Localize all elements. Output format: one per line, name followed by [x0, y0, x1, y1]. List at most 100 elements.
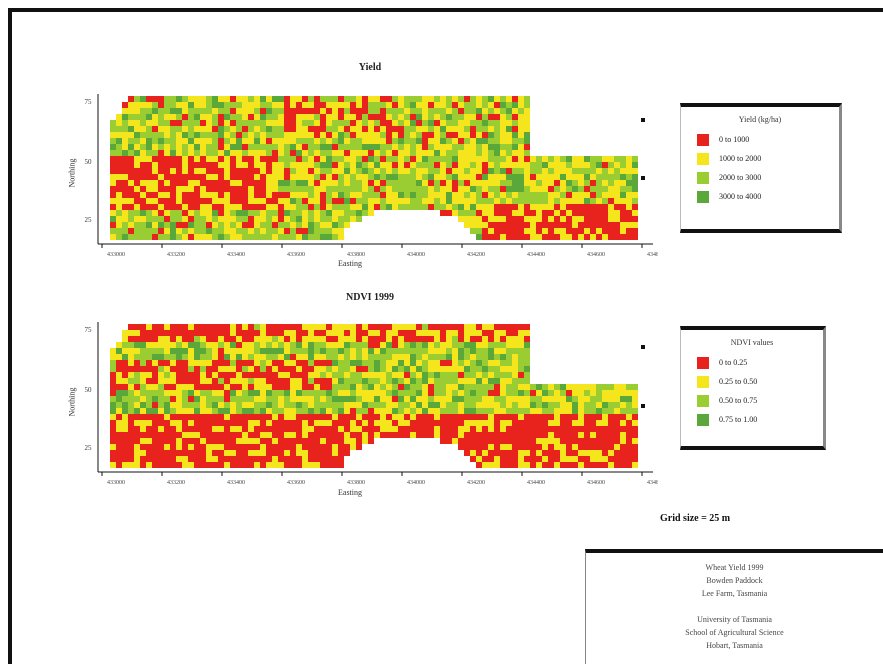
map-cell [164, 366, 170, 372]
map-cell [584, 204, 590, 210]
y-tick-label: 25 [85, 216, 93, 224]
map-cell [224, 444, 230, 450]
map-cell [410, 114, 416, 120]
map-cell [464, 222, 470, 228]
map-cell [446, 438, 452, 444]
map-cell [524, 450, 530, 456]
map-cell [128, 384, 134, 390]
map-cell [560, 432, 566, 438]
map-cell [170, 174, 176, 180]
map-cell [302, 330, 308, 336]
map-cell [398, 156, 404, 162]
map-cell [200, 462, 206, 468]
map-cell [566, 174, 572, 180]
map-cell [506, 324, 512, 330]
map-cell [308, 108, 314, 114]
map-cell [362, 414, 368, 420]
map-cell [188, 174, 194, 180]
map-cell [188, 420, 194, 426]
map-cell [164, 102, 170, 108]
map-cell [422, 162, 428, 168]
map-cell [524, 360, 530, 366]
map-cell [188, 354, 194, 360]
map-cell [470, 168, 476, 174]
map-cell [320, 174, 326, 180]
map-cell [536, 180, 542, 186]
map-cell [536, 396, 542, 402]
map-cell [230, 426, 236, 432]
map-cell [122, 156, 128, 162]
map-cell [476, 132, 482, 138]
map-cell [284, 234, 290, 240]
map-cell [584, 444, 590, 450]
map-cell [182, 222, 188, 228]
map-cell [422, 156, 428, 162]
map-cell [344, 108, 350, 114]
map-cell [326, 102, 332, 108]
map-cell [578, 402, 584, 408]
map-cell [536, 462, 542, 468]
map-cell [272, 186, 278, 192]
map-cell [506, 348, 512, 354]
map-cell [524, 144, 530, 150]
map-cell [554, 216, 560, 222]
map-cell [170, 162, 176, 168]
map-cell [494, 456, 500, 462]
map-cell [332, 372, 338, 378]
map-cell [290, 228, 296, 234]
map-cell [248, 408, 254, 414]
map-cell [572, 384, 578, 390]
map-cell [338, 150, 344, 156]
map-cell [470, 408, 476, 414]
map-cell [536, 408, 542, 414]
map-cell [206, 180, 212, 186]
map-cell [206, 354, 212, 360]
map-cell [524, 180, 530, 186]
map-cell [158, 186, 164, 192]
map-cell [212, 138, 218, 144]
map-cell [428, 156, 434, 162]
map-cell [350, 168, 356, 174]
map-cell [338, 108, 344, 114]
map-cell [362, 204, 368, 210]
map-cell [350, 348, 356, 354]
map-cell [566, 396, 572, 402]
map-cell [428, 324, 434, 330]
map-cell [338, 114, 344, 120]
map-cell [440, 162, 446, 168]
map-cell [176, 402, 182, 408]
map-cell [488, 222, 494, 228]
map-cell [230, 120, 236, 126]
map-cell [554, 228, 560, 234]
map-cell [278, 102, 284, 108]
map-cell [488, 384, 494, 390]
map-cell [362, 102, 368, 108]
map-cell [218, 348, 224, 354]
map-cell [164, 444, 170, 450]
map-cell [506, 222, 512, 228]
map-cell [440, 132, 446, 138]
map-cell [110, 138, 116, 144]
map-cell [584, 216, 590, 222]
map-cell [566, 162, 572, 168]
map-cell [320, 96, 326, 102]
map-cell [164, 114, 170, 120]
map-cell [542, 192, 548, 198]
map-cell [278, 456, 284, 462]
map-cell [296, 114, 302, 120]
map-cell [116, 174, 122, 180]
map-cell [146, 366, 152, 372]
map-cell [458, 360, 464, 366]
legend-item: 0.75 to 1.00 [681, 410, 823, 429]
map-cell [494, 408, 500, 414]
map-cell [158, 366, 164, 372]
map-cell [620, 216, 626, 222]
map-cell [128, 336, 134, 342]
map-cell [170, 108, 176, 114]
map-cell [482, 378, 488, 384]
map-cell [152, 384, 158, 390]
map-cell [374, 192, 380, 198]
map-cell [110, 396, 116, 402]
map-cell [620, 456, 626, 462]
map-cell [314, 396, 320, 402]
